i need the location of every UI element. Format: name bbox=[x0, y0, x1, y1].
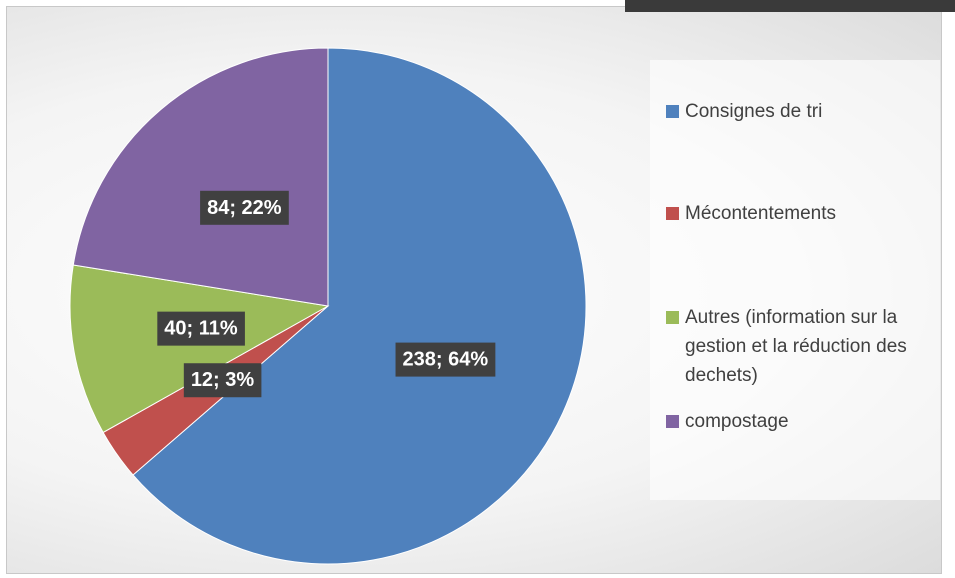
legend-label: Autres (information sur la gestion et la… bbox=[685, 307, 907, 386]
pie-slice bbox=[72, 47, 329, 307]
legend-item: Consignes de tri bbox=[666, 97, 822, 126]
data-label-text: 238; 64% bbox=[403, 349, 489, 371]
legend-item: Autres (information sur la gestion et la… bbox=[666, 303, 941, 390]
data-label-text: 12; 3% bbox=[191, 369, 255, 391]
data-label-box bbox=[157, 311, 245, 346]
data-label: 12; 3% bbox=[183, 363, 262, 398]
top-bar bbox=[625, 0, 955, 12]
legend-label: Consignes de tri bbox=[685, 101, 823, 122]
legend-swatch bbox=[666, 311, 679, 324]
data-label-box bbox=[395, 342, 496, 377]
legend-label: Mécontentements bbox=[685, 203, 837, 224]
legend-swatch bbox=[666, 105, 679, 118]
data-label-text: 84; 22% bbox=[207, 197, 282, 219]
data-label: 238; 64% bbox=[395, 342, 496, 377]
pie-slice bbox=[132, 47, 587, 565]
pie-slice bbox=[69, 264, 330, 434]
data-label: 40; 11% bbox=[157, 311, 245, 346]
legend-item: Mécontentements bbox=[666, 199, 836, 228]
legend-item: compostage bbox=[666, 407, 789, 436]
data-label-box bbox=[183, 363, 262, 398]
legend-swatch bbox=[666, 415, 679, 428]
legend-swatch bbox=[666, 207, 679, 220]
data-label-box bbox=[200, 190, 289, 225]
data-label-text: 40; 11% bbox=[164, 318, 238, 340]
data-label: 84; 22% bbox=[200, 190, 289, 225]
legend-label: compostage bbox=[685, 411, 789, 432]
legend-panel bbox=[650, 60, 940, 500]
